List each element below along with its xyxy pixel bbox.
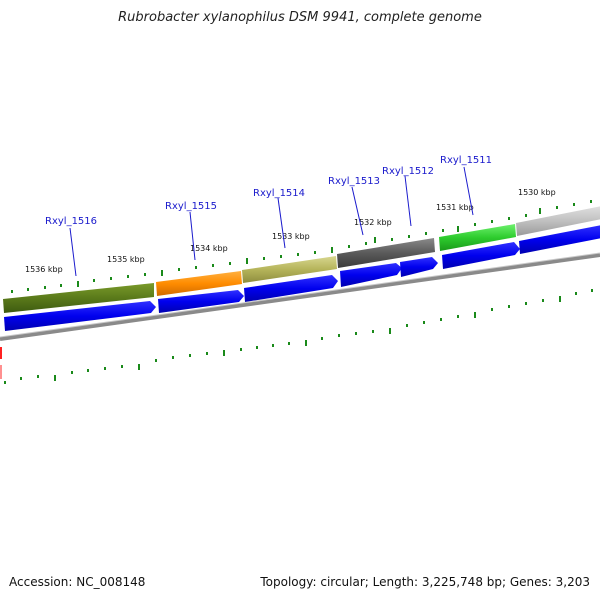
gene-label-rxyl-1514[interactable]: Rxyl_1514 (253, 188, 305, 199)
gene-bars[interactable] (3, 206, 600, 313)
gene-bar-rxyl-1514[interactable] (242, 256, 337, 283)
lower-tick-track (4, 289, 593, 384)
kbp-label-1532: 1532 kbp (354, 218, 392, 227)
upper-tick-track (11, 200, 592, 293)
strand-arrow[interactable] (244, 275, 338, 302)
kbp-label-1530: 1530 kbp (518, 188, 556, 197)
kbp-label-1535: 1535 kbp (107, 255, 145, 264)
strand-arrow[interactable] (442, 242, 520, 269)
genome-summary: Topology: circular; Length: 3,225,748 bp… (260, 575, 590, 589)
gene-label-rxyl-1512[interactable]: Rxyl_1512 (382, 166, 434, 177)
partial-left-features[interactable] (0, 347, 2, 379)
kbp-label-1533: 1533 kbp (272, 232, 310, 241)
accession-label: Accession: NC_008148 (9, 575, 146, 589)
strand-arrow[interactable] (519, 225, 600, 254)
gene-bar-rxyl-1516[interactable] (3, 283, 154, 313)
strand-arrow[interactable] (4, 301, 156, 331)
gene-label-rxyl-1513[interactable]: Rxyl_1513 (328, 176, 380, 187)
gene-label-rxyl-1511[interactable]: Rxyl_1511 (440, 155, 492, 166)
strand-arrow[interactable] (340, 263, 402, 287)
gene-label-rxyl-1515[interactable]: Rxyl_1515 (165, 201, 217, 212)
kbp-label-1531: 1531 kbp (436, 203, 474, 212)
kbp-label-1536: 1536 kbp (25, 265, 63, 274)
gene-bar-rxyl-1513[interactable] (337, 238, 435, 268)
gene-bar-rxyl-1511[interactable] (439, 224, 516, 251)
gene-label-rxyl-1516[interactable]: Rxyl_1516 (45, 216, 97, 227)
strand-arrows[interactable] (4, 225, 600, 331)
genome-title: Rubrobacter xylanophilus DSM 9941, compl… (118, 10, 482, 25)
gene-bar-neighbor[interactable] (516, 206, 600, 236)
genome-backbone (0, 253, 600, 341)
gene-bar-rxyl-1515[interactable] (156, 271, 242, 296)
strand-arrow[interactable] (400, 257, 438, 277)
strand-arrow[interactable] (158, 290, 244, 313)
kbp-label-1534: 1534 kbp (190, 244, 228, 253)
gene-label-leaders (69, 166, 474, 277)
